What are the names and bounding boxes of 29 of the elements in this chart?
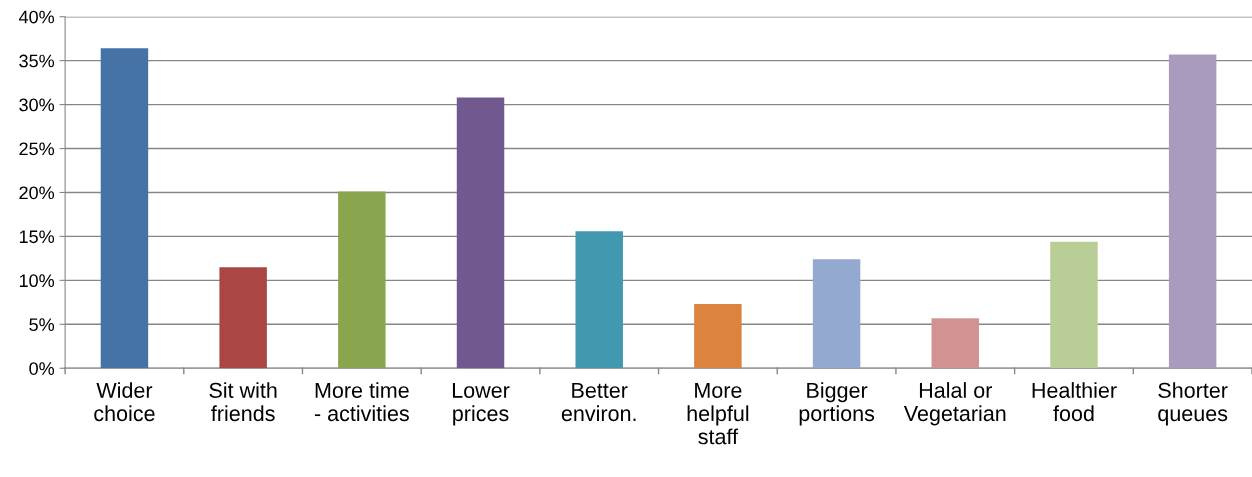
x-tick-label: Bigger portions: [799, 382, 875, 426]
y-tick-label: 15%: [19, 230, 55, 244]
x-tick-label: Halal or Vegetarian: [903, 382, 1006, 426]
bar: [812, 259, 861, 369]
y-tick-label: 10%: [19, 274, 55, 288]
x-tick-label: Better environ.: [561, 382, 636, 422]
bar: [694, 304, 742, 369]
bar: [338, 191, 386, 369]
bar: [1050, 241, 1098, 369]
x-tick-label: Sit with friends: [209, 382, 277, 422]
y-tick-label: 0%: [29, 362, 55, 375]
y-tick-label: 35%: [19, 54, 55, 68]
bar: [100, 48, 149, 369]
x-tick-label: More helpful staff: [687, 382, 749, 445]
bar: [575, 231, 623, 369]
y-tick-label: 25%: [19, 142, 55, 156]
y-tick-label: 5%: [29, 318, 55, 332]
y-tick-label: 20%: [19, 186, 55, 200]
y-tick-label: 30%: [19, 98, 55, 112]
bar: [1168, 54, 1217, 369]
x-tick-label: Shorter queues: [1158, 382, 1228, 426]
bar: [931, 318, 980, 369]
x-tick-label: Wider choice: [94, 382, 155, 422]
x-tick-label: Healthier food: [1032, 382, 1117, 422]
x-tick-label: Lower prices: [452, 382, 510, 426]
x-tick-label: More time - activities: [314, 382, 409, 422]
bar: [456, 97, 505, 369]
bar: [219, 267, 267, 369]
y-tick-label: 40%: [18, 10, 55, 24]
